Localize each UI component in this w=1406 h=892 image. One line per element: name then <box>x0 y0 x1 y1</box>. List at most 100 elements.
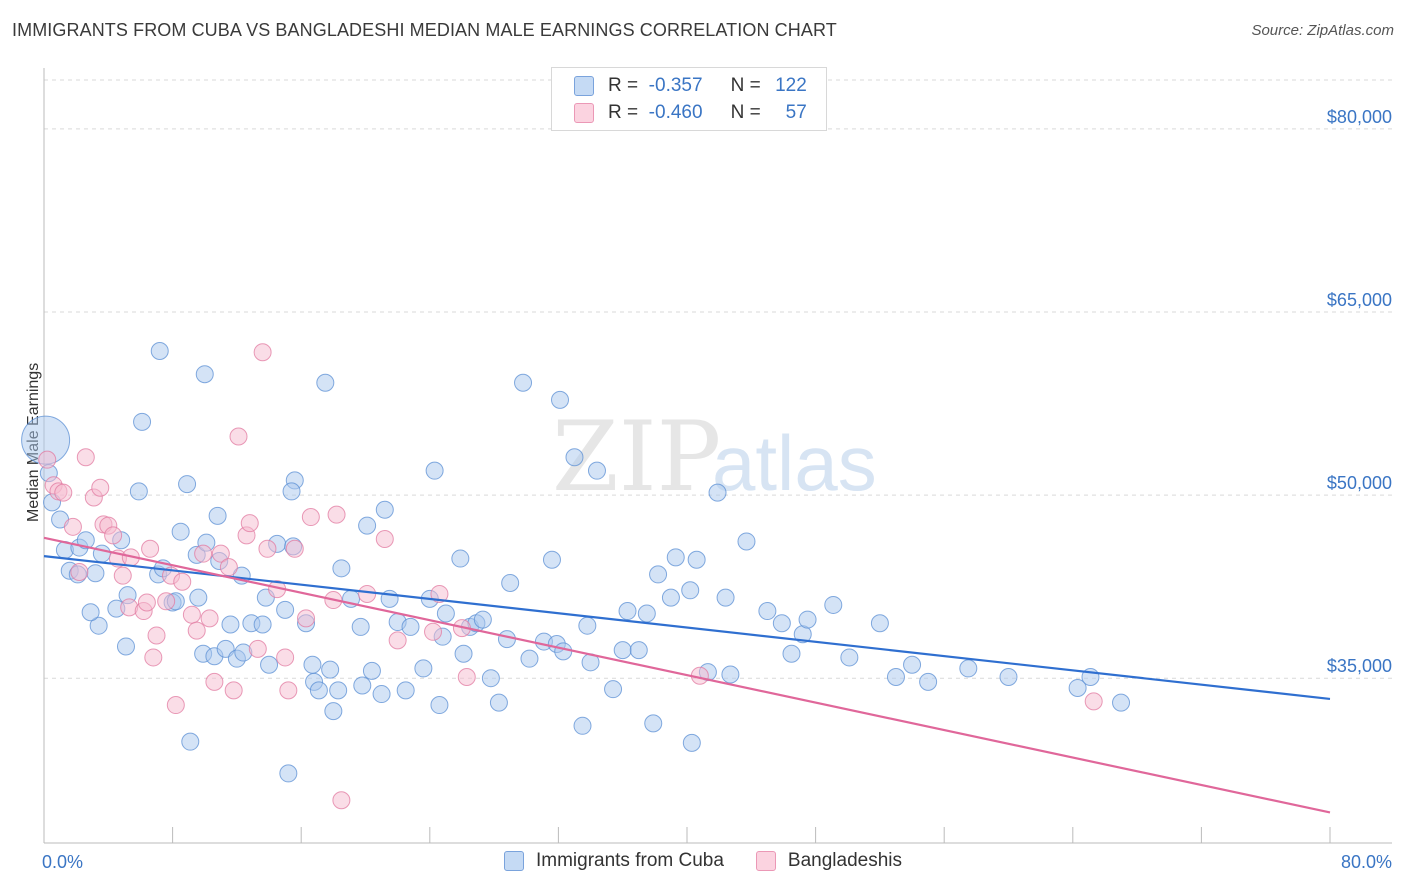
legend-n-value-bangladeshis: 57 <box>785 102 807 123</box>
point-cuba <box>324 702 343 721</box>
legend-swatch-cuba <box>574 76 594 96</box>
point-bangladeshis <box>144 648 163 667</box>
point-bangladeshis <box>70 562 89 581</box>
point-cuba <box>840 648 859 667</box>
point-cuba <box>436 604 455 623</box>
point-cuba <box>133 412 152 431</box>
point-cuba <box>454 644 473 663</box>
point-bangladeshis <box>276 648 295 667</box>
point-bangladeshis <box>240 514 259 533</box>
point-bangladeshis <box>285 539 304 558</box>
point-bangladeshis <box>253 343 272 362</box>
y-tick-label: $35,000 <box>1327 656 1392 676</box>
point-cuba <box>473 610 492 629</box>
point-bangladeshis <box>194 544 213 563</box>
point-cuba <box>86 564 105 583</box>
point-bangladeshis <box>424 622 443 641</box>
point-bangladeshis <box>38 450 57 469</box>
point-cuba <box>886 667 905 686</box>
point-bangladeshis <box>205 672 224 691</box>
legend-n-label: N = <box>730 102 761 123</box>
point-cuba <box>903 655 922 674</box>
gridlines <box>44 79 1392 679</box>
point-cuba <box>181 732 200 751</box>
point-cuba <box>497 630 516 649</box>
point-cuba <box>481 669 500 688</box>
y-tick-labels: $35,000 $50,000 $65,000 $80,000 <box>1327 107 1392 676</box>
point-bangladeshis <box>141 539 160 558</box>
series-legend: Immigrants from Cuba Bangladeshis <box>0 850 1406 872</box>
point-cuba <box>351 617 370 636</box>
point-cuba <box>520 649 539 668</box>
x-tick-label-min: 0.0% <box>42 852 84 872</box>
trend-line-cuba <box>43 555 1331 701</box>
point-bangladeshis <box>388 631 407 650</box>
point-cuba <box>618 602 637 621</box>
point-cuba <box>430 696 449 715</box>
point-cuba <box>716 588 735 607</box>
point-cuba <box>253 615 272 634</box>
point-cuba <box>959 659 978 678</box>
point-bangladeshis <box>104 526 123 545</box>
legend-r-label: R = <box>608 75 639 96</box>
point-cuba <box>396 681 415 700</box>
point-cuba <box>76 531 95 550</box>
point-bangladeshis <box>200 609 219 628</box>
point-cuba <box>353 676 372 695</box>
point-cuba <box>358 516 377 535</box>
series-legend-swatch-bangladeshis <box>755 851 776 871</box>
point-cuba <box>721 665 740 684</box>
point-cuba <box>573 716 592 735</box>
point-cuba <box>501 573 520 592</box>
point-cuba <box>644 714 663 733</box>
point-cuba <box>178 475 197 494</box>
chart-title: IMMIGRANTS FROM CUBA VS BANGLADESHI MEDI… <box>12 20 837 40</box>
point-cuba <box>798 610 817 629</box>
point-cuba <box>565 448 584 467</box>
series-legend-label-cuba: Immigrants from Cuba <box>535 850 724 871</box>
point-bangladeshis <box>297 609 316 628</box>
point-cuba <box>375 500 394 519</box>
point-cuba <box>195 365 214 384</box>
point-cuba <box>999 667 1018 686</box>
point-bangladeshis <box>1084 692 1103 711</box>
point-bangladeshis <box>63 517 82 536</box>
point-cuba <box>554 642 573 661</box>
point-cuba <box>276 600 295 619</box>
point-bangladeshis <box>147 626 166 645</box>
point-cuba <box>401 617 420 636</box>
legend-r-value-bangladeshis: -0.460 <box>648 102 703 123</box>
series-immigrants-from-cuba <box>21 342 1131 783</box>
point-bangladeshis <box>457 667 476 686</box>
point-bangladeshis <box>76 448 95 467</box>
point-cuba <box>661 588 680 607</box>
point-cuba <box>782 644 801 663</box>
point-cuba <box>414 659 433 678</box>
point-cuba <box>489 693 508 712</box>
trend-line-bangladeshis <box>43 536 1331 814</box>
point-cuba <box>687 550 706 569</box>
series-legend-item-bangladeshis: Bangladeshis <box>755 850 902 872</box>
watermark: ZIP atlas <box>552 401 877 513</box>
point-cuba <box>372 685 391 704</box>
point-cuba <box>870 614 889 633</box>
point-cuba <box>189 588 208 607</box>
point-bangladeshis <box>224 681 243 700</box>
point-cuba <box>629 641 648 660</box>
series-legend-item-cuba: Immigrants from Cuba <box>503 850 724 872</box>
point-cuba <box>772 614 791 633</box>
point-bangladeshis <box>279 681 298 700</box>
point-cuba <box>316 373 335 392</box>
point-cuba <box>321 660 340 679</box>
point-cuba <box>329 681 348 700</box>
y-tick-label: $50,000 <box>1327 473 1392 493</box>
point-cuba <box>116 637 135 656</box>
watermark-atlas: atlas <box>712 419 877 507</box>
x-tick-label-max: 80.0% <box>1340 852 1392 872</box>
correlation-legend: R = -0.357 N = 122 R = -0.460 N = 57 <box>551 67 827 131</box>
point-cuba <box>681 581 700 600</box>
point-cuba <box>150 342 169 361</box>
point-bangladeshis <box>211 544 230 563</box>
legend-r-value-cuba: -0.357 <box>648 75 703 96</box>
